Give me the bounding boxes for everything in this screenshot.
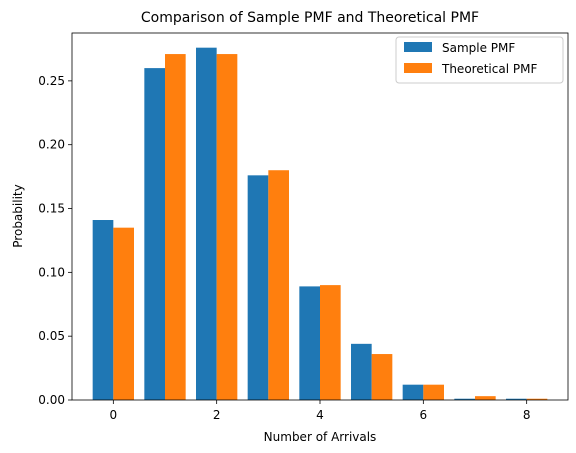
bar-sample-5 <box>351 344 372 400</box>
x-tick-label: 8 <box>523 408 531 422</box>
y-tick-label: 0.05 <box>38 329 65 343</box>
y-axis-label: Probability <box>11 184 25 247</box>
bar-theoretical-3 <box>268 170 289 400</box>
bar-sample-3 <box>248 175 269 400</box>
bar-sample-1 <box>144 68 165 400</box>
bar-sample-0 <box>93 220 114 400</box>
x-tick-label: 6 <box>420 408 428 422</box>
x-axis-label: Number of Arrivals <box>264 430 377 444</box>
y-tick-label: 0.15 <box>38 202 65 216</box>
bar-theoretical-5 <box>372 354 393 400</box>
bar-theoretical-7 <box>475 396 496 400</box>
chart-title: Comparison of Sample PMF and Theoretical… <box>141 10 479 26</box>
x-tick-label: 2 <box>213 408 221 422</box>
legend-swatch-theoretical <box>404 63 432 73</box>
y-tick-label: 0.25 <box>38 74 65 88</box>
bar-theoretical-0 <box>113 228 134 400</box>
bar-theoretical-1 <box>165 54 186 400</box>
legend-swatch-sample <box>404 42 432 52</box>
y-tick-label: 0.10 <box>38 265 65 279</box>
bar-theoretical-6 <box>423 385 444 400</box>
x-tick-label: 4 <box>316 408 324 422</box>
x-tick-label: 0 <box>110 408 118 422</box>
y-tick-label: 0.00 <box>38 393 65 407</box>
bar-sample-2 <box>196 48 217 400</box>
bar-theoretical-2 <box>217 54 238 400</box>
legend-label-sample: Sample PMF <box>442 41 515 55</box>
legend: Sample PMF Theoretical PMF <box>396 37 563 83</box>
y-tick-label: 0.20 <box>38 138 65 152</box>
legend-label-theoretical: Theoretical PMF <box>441 62 537 76</box>
bar-sample-4 <box>299 286 320 400</box>
bar-sample-6 <box>403 385 424 400</box>
bar-theoretical-4 <box>320 285 341 400</box>
